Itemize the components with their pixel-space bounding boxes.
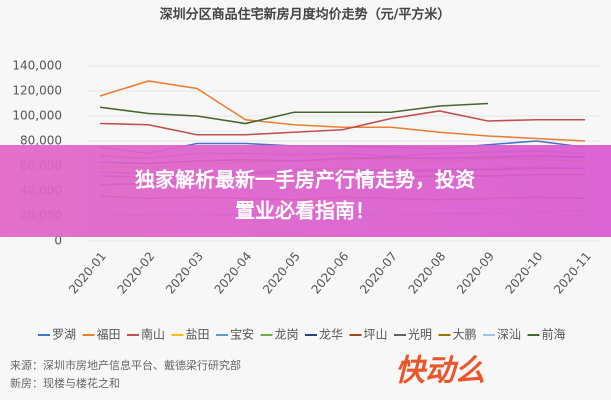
y-tick-label: 100,000 [12,109,62,123]
y-tick-label: 120,000 [12,84,62,98]
legend-label: 罗湖 [52,327,76,342]
y-tick-label: 0 [54,234,62,248]
note: 新房：现楼与楼花之和 [10,376,120,390]
series-line [99,80,586,142]
legend-label: 光明 [408,328,432,342]
legend-label: 深汕 [497,328,521,342]
legend-label: 龙岗 [275,328,299,342]
y-tick-label: 80,000 [20,134,62,148]
series-line [99,110,585,136]
banner-text: 置业必看指南！ [235,199,375,223]
legend-label: 宝安 [230,327,254,342]
banner [0,145,611,237]
legend-label: 福田 [97,327,121,342]
legend-label: 坪山 [364,328,388,342]
legend-label: 前海 [542,327,566,342]
legend-label: 龙华 [319,328,343,342]
y-tick-label: 140,000 [12,59,62,73]
series-line [99,102,489,125]
legend-label: 盐田 [186,328,210,342]
banner-text: 独家解析最新一手房产行情走势，投资 [135,168,475,192]
source: 来源：深圳市房地产信息平台、戴德梁行研究部 [10,358,241,372]
chart-title: 深圳分区商品住宅新房月度均价走势（元/平方米） [160,7,451,23]
logo: 快动么 [395,354,485,389]
legend-label: 南山 [141,327,165,342]
legend-label: 大鹏 [453,328,477,342]
